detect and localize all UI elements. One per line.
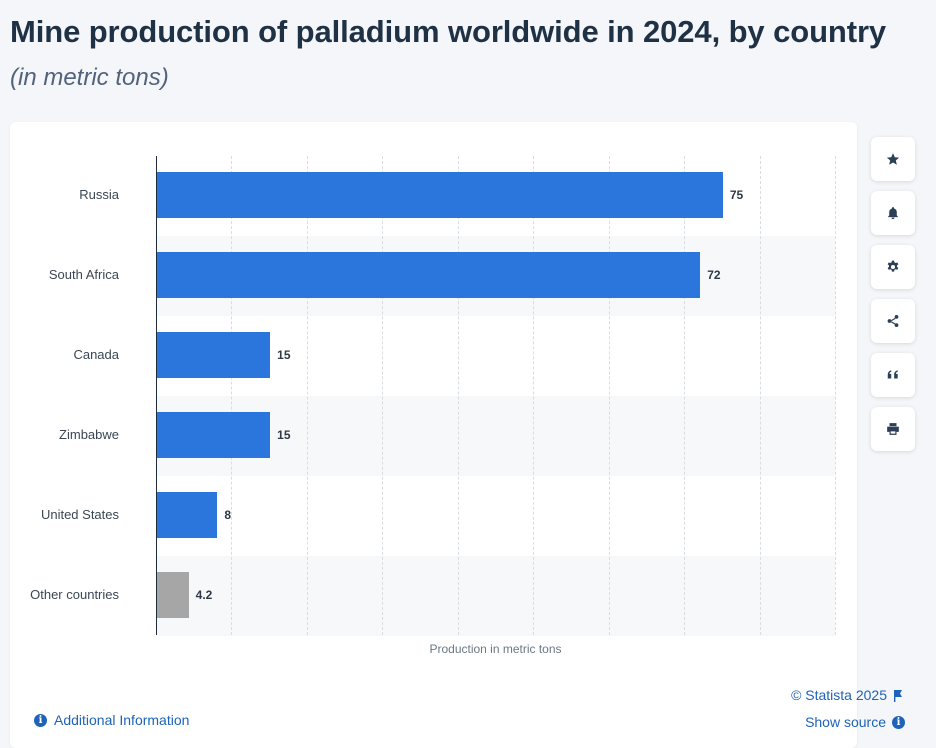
bar-zimbabwe[interactable] — [157, 412, 271, 458]
share-button[interactable] — [871, 299, 915, 343]
bar-value-label: 8 — [224, 508, 232, 522]
additional-information-text: Additional Information — [54, 712, 190, 728]
info-icon: i — [34, 713, 47, 727]
notification-button[interactable] — [871, 191, 915, 235]
gridline — [457, 156, 459, 635]
gridline — [382, 156, 384, 635]
bar-other-countries[interactable] — [157, 572, 189, 618]
additional-information-link[interactable]: i Additional Information — [34, 712, 189, 728]
cite-button[interactable] — [871, 353, 915, 397]
gridline — [759, 156, 761, 635]
bar-united-states[interactable] — [157, 492, 218, 538]
chart-card: 75 Russia 72 South Africa 15 Canada 15 Zimbabwe… — [10, 122, 905, 748]
show-source-link[interactable]: Show source i — [805, 714, 905, 730]
bar-value-label: 4.2 — [195, 588, 213, 602]
gridline — [684, 156, 686, 635]
bar-value-label: 75 — [729, 188, 744, 202]
flag-icon — [893, 689, 903, 702]
print-icon — [887, 423, 899, 435]
page-subtitle: (in metric tons) — [10, 64, 169, 91]
chart-toolbar — [871, 137, 916, 461]
info-icon: i — [892, 715, 905, 729]
bar-south-africa[interactable] — [157, 252, 701, 298]
chart-plot-area: 75 Russia 72 South Africa 15 Canada 15 Zimbabwe… — [30, 156, 836, 636]
row-band — [156, 556, 835, 636]
gridline — [835, 156, 836, 635]
favorite-button[interactable] — [871, 137, 915, 181]
gridline — [231, 156, 233, 635]
settings-button[interactable] — [871, 245, 915, 289]
bar-canada[interactable] — [157, 332, 271, 378]
bar-value-label: 15 — [277, 428, 291, 442]
show-source-text: Show source — [805, 714, 886, 730]
bar-value-label: 15 — [277, 348, 291, 362]
x-axis-label: Production in metric tons — [429, 642, 562, 656]
print-button[interactable] — [871, 407, 915, 451]
gridline — [608, 156, 610, 635]
category-label: Canada — [73, 347, 119, 362]
gridline — [533, 156, 535, 635]
category-label: United States — [40, 507, 119, 522]
page-title: Mine production of palladium worldwide i… — [10, 14, 887, 49]
y-axis-line — [156, 156, 157, 635]
gear-icon — [887, 260, 899, 272]
bar-russia[interactable] — [157, 172, 723, 218]
category-label: Other countries — [30, 587, 119, 602]
category-label: Zimbabwe — [59, 427, 119, 442]
category-label: South Africa — [48, 267, 119, 282]
quote-icon — [887, 370, 898, 379]
share-icon — [887, 315, 899, 327]
bar-value-label: 72 — [707, 268, 721, 282]
copyright-text: © Statista 2025 — [791, 687, 887, 703]
category-label: Russia — [79, 187, 119, 202]
copyright[interactable]: © Statista 2025 — [791, 687, 903, 703]
bell-icon — [888, 207, 898, 220]
gridline — [306, 156, 308, 635]
star-icon — [886, 153, 900, 165]
